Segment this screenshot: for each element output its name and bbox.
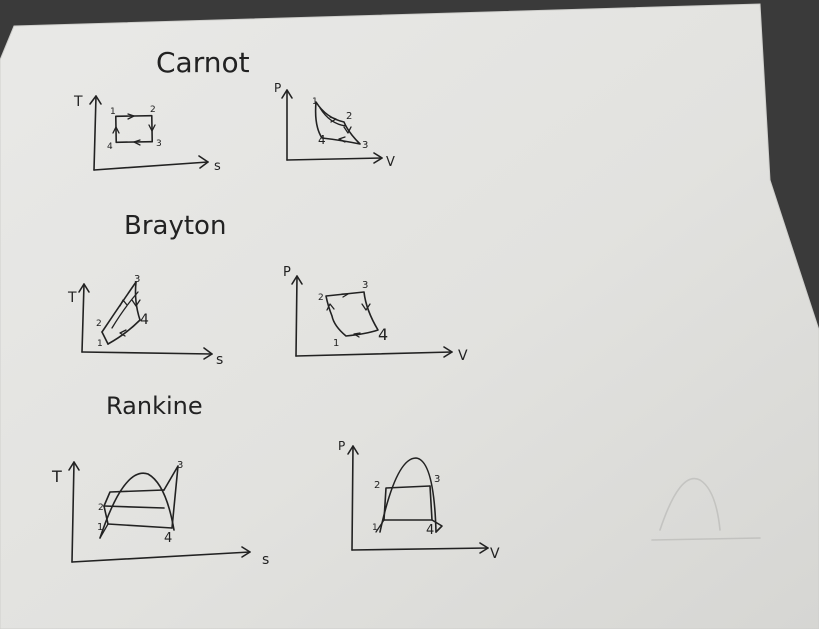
brayton-pv-point-3: 3 — [362, 280, 368, 291]
rankine-ts-point-3: 3 — [177, 460, 183, 471]
brayton-pv-point-4: 4 — [378, 325, 388, 344]
rankine-pv-point-4: 4 — [426, 523, 434, 538]
rankine-ts-point-1: 1 — [97, 522, 103, 533]
carnot-pv-point-3: 3 — [362, 140, 368, 151]
carnot-title: Carnot — [156, 46, 250, 79]
carnot-pv-point-4: 4 — [318, 133, 326, 147]
carnot-ts-point-4: 4 — [107, 142, 113, 152]
carnot-pv-diagram: P V 1 2 3 4 — [274, 81, 395, 170]
brayton-ts-point-4: 4 — [140, 312, 149, 328]
rankine-pv-point-3: 3 — [434, 474, 440, 485]
brayton-pv-y-label: P — [283, 265, 291, 280]
brayton-ts-y-label: T — [67, 290, 77, 306]
rankine-pv-y-label: P — [338, 439, 345, 453]
rankine-ts-point-4: 4 — [164, 531, 172, 546]
rankine-pv-point-1: 1 — [372, 523, 378, 533]
rankine-title: Rankine — [106, 392, 203, 420]
carnot-pv-x-label: V — [386, 155, 395, 170]
brayton-pv-diagram: P V 1 2 3 4 — [283, 265, 468, 364]
brayton-ts-x-label: s — [216, 352, 223, 368]
carnot-pv-y-label: P — [274, 81, 281, 95]
paper-sheet — [0, 3, 819, 629]
brayton-ts-point-1: 1 — [97, 339, 103, 349]
rankine-pv-point-2: 2 — [374, 480, 380, 491]
rankine-ts-point-2: 2 — [98, 503, 104, 513]
brayton-ts-point-2: 2 — [96, 319, 102, 329]
brayton-ts-point-3: 3 — [134, 274, 140, 285]
carnot-ts-point-2: 2 — [150, 105, 156, 115]
brayton-ts-diagram: T s 1 2 3 4 — [67, 274, 223, 368]
rankine-ts-diagram: T s 1 2 3 4 — [51, 460, 269, 568]
rankine-pv-diagram: P V 1 2 3 4 — [338, 439, 500, 562]
carnot-pv-point-2: 2 — [346, 111, 352, 122]
rankine-pv-x-label: V — [490, 546, 500, 562]
bleed-through-sketch — [651, 477, 761, 541]
brayton-pv-point-1: 1 — [333, 338, 339, 349]
carnot-pv-point-1: 1 — [312, 97, 318, 107]
carnot-ts-point-1: 1 — [110, 107, 116, 117]
rankine-ts-x-label: s — [262, 552, 269, 568]
brayton-pv-point-2: 2 — [318, 293, 324, 303]
carnot-ts-y-label: T — [73, 94, 83, 110]
carnot-ts-diagram: T s 1 2 3 4 — [73, 94, 221, 174]
carnot-ts-x-label: s — [214, 159, 221, 174]
rankine-ts-y-label: T — [51, 467, 62, 486]
brayton-title: Brayton — [124, 211, 226, 241]
carnot-ts-point-3: 3 — [156, 139, 162, 149]
brayton-pv-x-label: V — [458, 348, 468, 364]
